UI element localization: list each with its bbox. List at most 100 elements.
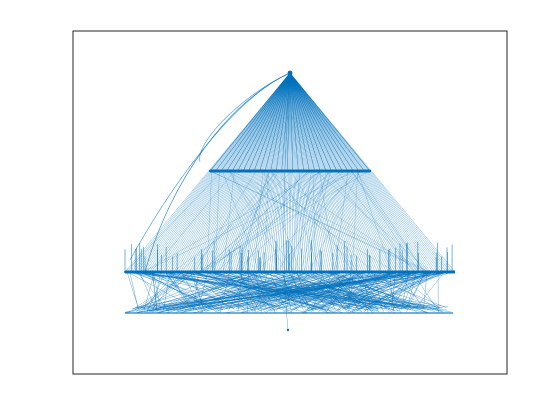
edge-root-to-level2	[226, 72, 291, 172]
level3-node	[124, 271, 126, 273]
edge-level3-to-level4	[367, 271, 447, 308]
edge-level2-to-level3	[231, 170, 430, 273]
edge-level2-to-level3	[355, 170, 425, 273]
edge-level2-to-level3	[238, 170, 269, 273]
edge-root-to-level2	[237, 72, 291, 172]
level3-node	[356, 271, 359, 273]
edge-level2-to-level3	[188, 170, 278, 273]
level3-node	[316, 271, 319, 273]
level3-node	[157, 271, 160, 273]
level3-node	[310, 271, 312, 273]
edge-level2-to-level3	[279, 170, 320, 273]
edge-level3-to-level4	[336, 271, 414, 311]
edge-level3-to-level4	[162, 271, 290, 311]
edge-root-to-level2	[289, 72, 338, 172]
edge-root-to-level3	[124, 72, 291, 273]
level3-node	[429, 271, 432, 273]
level3-node	[343, 271, 346, 273]
level3-node	[183, 271, 186, 273]
edge-root-to-level2	[270, 72, 291, 172]
edge-level3-to-level4	[240, 271, 403, 313]
edge-level3-to-level4	[129, 271, 256, 311]
edge-root-to-level2	[289, 72, 343, 172]
level3-node	[163, 271, 166, 273]
level3-node	[210, 271, 213, 273]
level2-node	[368, 169, 372, 173]
level2-node	[335, 169, 339, 173]
edge-level3-to-level4	[337, 271, 371, 312]
edge-root-to-level2	[264, 72, 291, 172]
level2-node	[258, 169, 261, 173]
edge-level2-to-level3	[201, 170, 309, 273]
level3-node	[403, 271, 406, 273]
edge-root-to-level3	[289, 72, 456, 273]
level3-node	[217, 271, 219, 273]
graph-nodes	[124, 70, 452, 332]
level3-node	[137, 271, 140, 273]
level3-node	[143, 271, 146, 273]
level3-node	[177, 271, 180, 273]
edge-root-to-level2	[289, 72, 371, 172]
edge-level2-to-level3	[337, 170, 415, 273]
level3-node	[396, 271, 399, 273]
edge-level3-to-level4	[139, 271, 156, 310]
edge-level2-to-level3	[206, 170, 212, 273]
edge-root-to-level2	[281, 72, 291, 172]
edge-level2-to-level3	[222, 170, 279, 273]
edge-level2-to-level3	[286, 170, 329, 273]
edge-level3-to-level4	[244, 271, 355, 313]
edge-level3-to-level4	[395, 271, 440, 308]
level3-node	[223, 271, 226, 273]
level3-node	[369, 271, 372, 273]
edge-level3-to-level4	[280, 271, 298, 310]
edge-level3-to-level4	[309, 271, 380, 309]
level3-node	[296, 271, 299, 273]
edge-level2-to-level3	[300, 170, 327, 273]
edge-level2-to-level3	[254, 170, 264, 273]
edge-level2-to-level3	[303, 170, 331, 273]
edge-level3-to-level4	[168, 271, 414, 311]
edge-level2-to-level3	[229, 170, 295, 273]
edge-level2-to-level3	[218, 170, 276, 273]
edge-level3-to-level4	[295, 271, 332, 313]
edge-level3-to-level4	[125, 271, 279, 313]
edge-level3-to-level4	[261, 271, 296, 308]
level3-node	[290, 271, 293, 273]
edge-level3-to-level4	[163, 271, 235, 310]
edge-level3-to-level4	[401, 271, 409, 310]
edge-level2-to-level3	[215, 170, 332, 273]
edge-level2-to-level3	[179, 170, 293, 273]
level3-node	[409, 271, 412, 273]
level3-node	[442, 271, 445, 273]
axes-box	[72, 30, 508, 375]
level3-node	[263, 271, 266, 273]
edge-level3-to-level4	[164, 271, 198, 311]
edge-level2-to-level3	[204, 170, 341, 273]
level3-node	[423, 271, 425, 273]
level3-node	[283, 271, 286, 273]
edge-level2-to-level3	[290, 170, 353, 273]
edge-level3-to-level4	[154, 271, 250, 310]
edge-root-to-level2	[220, 72, 291, 172]
edge-root-to-level2	[259, 72, 291, 172]
level2-node	[208, 169, 212, 173]
edge-level3-to-level4	[137, 271, 440, 313]
edge-level3-to-level4	[215, 271, 403, 310]
edge-level3-to-level4	[256, 271, 367, 313]
level2-node	[275, 169, 278, 173]
edge-root-to-level2	[289, 72, 310, 172]
edge-level2-to-level3	[264, 170, 269, 273]
edge-level2-to-level3	[150, 170, 235, 273]
level2-node	[308, 169, 311, 173]
edge-level2-to-level3	[207, 170, 324, 273]
level2-node	[247, 169, 250, 173]
level2-node	[346, 169, 350, 173]
edge-level2-to-level3	[223, 170, 235, 273]
edge-level3-to-level4	[311, 271, 429, 314]
level2-node	[363, 169, 366, 173]
level3-node	[150, 271, 153, 273]
edge-level2-to-level3	[352, 170, 358, 273]
edge-level3-to-level4	[174, 271, 258, 309]
level2-node	[330, 169, 333, 173]
